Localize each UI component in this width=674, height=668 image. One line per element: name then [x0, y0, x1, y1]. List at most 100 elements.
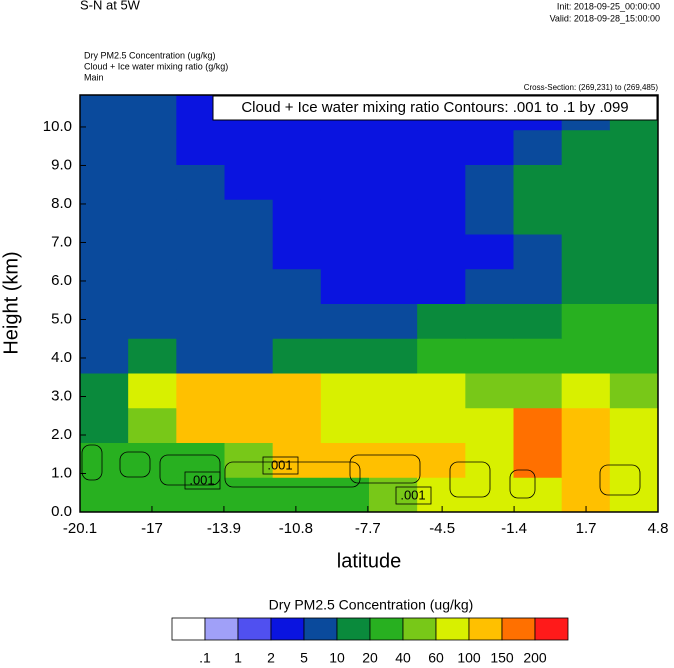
field-cell — [176, 129, 225, 165]
field-cell — [128, 407, 177, 443]
cloud-contour — [81, 444, 103, 481]
field-cell — [320, 199, 370, 235]
colorbar-box — [270, 617, 305, 641]
field-cell — [320, 338, 370, 374]
field-cell — [80, 303, 129, 339]
field-cell — [272, 234, 322, 270]
field-cell — [272, 338, 322, 374]
field-cell — [609, 199, 659, 235]
x-tick-label: -7.7 — [355, 520, 381, 537]
field-cell — [369, 129, 418, 165]
field-name: Dry PM2.5 Concentration (ug/kg) — [84, 50, 216, 60]
colorbar-box — [468, 617, 503, 641]
colorbar-label: 5 — [300, 650, 308, 666]
field-cell — [176, 407, 225, 443]
x-tick-label: -17 — [141, 520, 163, 537]
field-cell — [513, 199, 563, 235]
field-cell — [128, 338, 177, 374]
field-cell — [128, 199, 177, 235]
field-cell — [176, 373, 225, 409]
field-cell — [272, 129, 322, 165]
y-tick-label: 9.0 — [51, 156, 72, 173]
field-cell — [417, 129, 466, 165]
field-cell — [320, 164, 370, 200]
field-cell — [417, 234, 466, 270]
field-cell — [369, 338, 418, 374]
field-cell — [80, 407, 129, 443]
chart-title: S-N at 5W — [80, 0, 141, 12]
field-cell — [561, 164, 611, 200]
field-cell — [465, 407, 514, 443]
field-cell — [320, 268, 370, 304]
field-cell — [176, 199, 225, 235]
cloud-contour — [224, 461, 361, 488]
plot-frame — [79, 94, 659, 513]
x-tick-label: -20.1 — [63, 520, 97, 537]
field-cell — [128, 234, 177, 270]
colorbar-box — [171, 617, 206, 641]
field-cell — [128, 95, 177, 131]
field-cell — [513, 373, 563, 409]
field-cell — [513, 442, 563, 478]
field-cell — [224, 303, 274, 339]
field-cell — [320, 129, 370, 165]
contour-label-box — [184, 471, 221, 490]
colorbar-box — [534, 617, 569, 641]
field-cell — [320, 477, 370, 513]
field-cell — [369, 407, 418, 443]
colorbar-box — [336, 617, 371, 641]
field-cell — [176, 303, 225, 339]
field-cell — [561, 303, 611, 339]
field-cell — [609, 164, 659, 200]
cloud-contour — [119, 451, 151, 478]
field-cell — [224, 442, 274, 478]
field-cell — [128, 268, 177, 304]
field-cell — [561, 268, 611, 304]
field-cell — [176, 234, 225, 270]
y-tick-label: 2.0 — [51, 426, 72, 443]
domain: Main — [84, 72, 104, 82]
field-cell — [272, 164, 322, 200]
field-cell — [609, 373, 659, 409]
y-tick-label: 5.0 — [51, 310, 72, 327]
contour-label: .001 — [267, 457, 292, 472]
field-cell — [272, 442, 322, 478]
colorbar-box — [204, 617, 239, 641]
colorbar-box — [303, 617, 338, 641]
field-cell — [465, 199, 514, 235]
field-cell — [272, 303, 322, 339]
colorbar-label: 2 — [267, 650, 275, 666]
colorbar-label: .1 — [199, 650, 211, 666]
field-cell — [224, 164, 274, 200]
field-cell — [272, 477, 322, 513]
field-cell — [80, 442, 129, 478]
field-cell — [128, 477, 177, 513]
field-cell — [128, 164, 177, 200]
field-cell — [80, 234, 129, 270]
field-cell — [80, 129, 129, 165]
cloud-contour — [509, 469, 536, 499]
field-cell — [609, 338, 659, 374]
field-cell — [176, 268, 225, 304]
field-cell — [417, 373, 466, 409]
field-cell — [80, 477, 129, 513]
colorbar-title: Dry PM2.5 Concentration (ug/kg) — [269, 597, 474, 613]
colorbar-box — [501, 617, 536, 641]
field-cell — [513, 234, 563, 270]
y-tick-label: 1.0 — [51, 464, 72, 481]
colorbar-label: 150 — [490, 650, 514, 666]
field-cell — [224, 199, 274, 235]
field-cell — [224, 407, 274, 443]
field-cell — [561, 199, 611, 235]
field-cell — [80, 338, 129, 374]
field-cell — [224, 234, 274, 270]
field-cell — [80, 95, 129, 131]
colorbar-box — [237, 617, 272, 641]
field-cell — [465, 129, 514, 165]
contour-label: .001 — [189, 472, 214, 487]
plot-area: .001 .001 .001 — [80, 95, 659, 513]
info-box — [212, 95, 658, 121]
y-tick-label: 10.0 — [43, 118, 72, 135]
field-cell — [609, 234, 659, 270]
field-cell — [272, 199, 322, 235]
